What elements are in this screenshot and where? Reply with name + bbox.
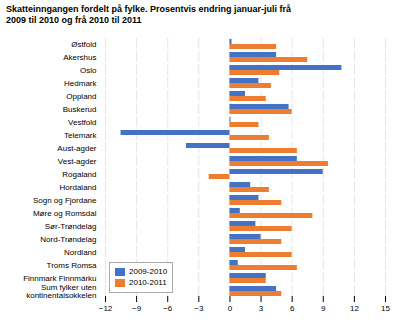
svg-text:Sum fylker utenkontinentalsokk: Sum fylker utenkontinentalsokkelen <box>26 282 96 299</box>
svg-text:Vestfold: Vestfold <box>68 117 96 126</box>
svg-text:Hordaland: Hordaland <box>60 182 97 191</box>
svg-text:3: 3 <box>259 304 264 313</box>
svg-text:Oppland: Oppland <box>66 91 96 100</box>
svg-text:Østfold: Østfold <box>71 39 96 48</box>
svg-text:Sogn og Fjordane: Sogn og Fjordane <box>33 195 97 204</box>
svg-text:−12: −12 <box>99 304 113 313</box>
svg-text:Troms Romsa: Troms Romsa <box>47 260 97 269</box>
svg-text:−9: −9 <box>132 304 142 313</box>
svg-text:Vest-agder: Vest-agder <box>58 156 97 165</box>
svg-text:Buskerud: Buskerud <box>63 104 97 113</box>
html-text:Skatteinngangen fordelt på fyl: Skatteinngangen fordelt på fylke. Prosen… <box>6 4 292 26</box>
svg-text:0: 0 <box>228 304 233 313</box>
svg-text:15: 15 <box>381 304 390 313</box>
svg-text:6: 6 <box>290 304 295 313</box>
svg-text:Møre og Romsdal: Møre og Romsdal <box>33 208 97 217</box>
svg-text:−6: −6 <box>163 304 173 313</box>
svg-text:Aust-agder: Aust-agder <box>57 143 96 152</box>
svg-text:Finnmark Finnmárku: Finnmark Finnmárku <box>23 273 96 282</box>
svg-text:Nordland: Nordland <box>64 247 96 256</box>
svg-text:Oslo: Oslo <box>80 65 97 74</box>
svg-text:Telemark: Telemark <box>64 130 97 139</box>
svg-text:12: 12 <box>350 304 359 313</box>
svg-text:Rogaland: Rogaland <box>62 169 96 178</box>
html-text:2010-2011: 2010-2011 <box>129 278 167 288</box>
svg-text:−3: −3 <box>194 304 204 313</box>
svg-text:Hedmark: Hedmark <box>64 78 97 87</box>
svg-text:Sør-Trøndelag: Sør-Trøndelag <box>45 221 97 230</box>
svg-text:9: 9 <box>321 304 326 313</box>
svg-text:Nord-Trøndelag: Nord-Trøndelag <box>40 234 96 243</box>
svg-text:Akershus: Akershus <box>63 52 96 61</box>
html-text:2009-2010: 2009-2010 <box>129 267 168 277</box>
